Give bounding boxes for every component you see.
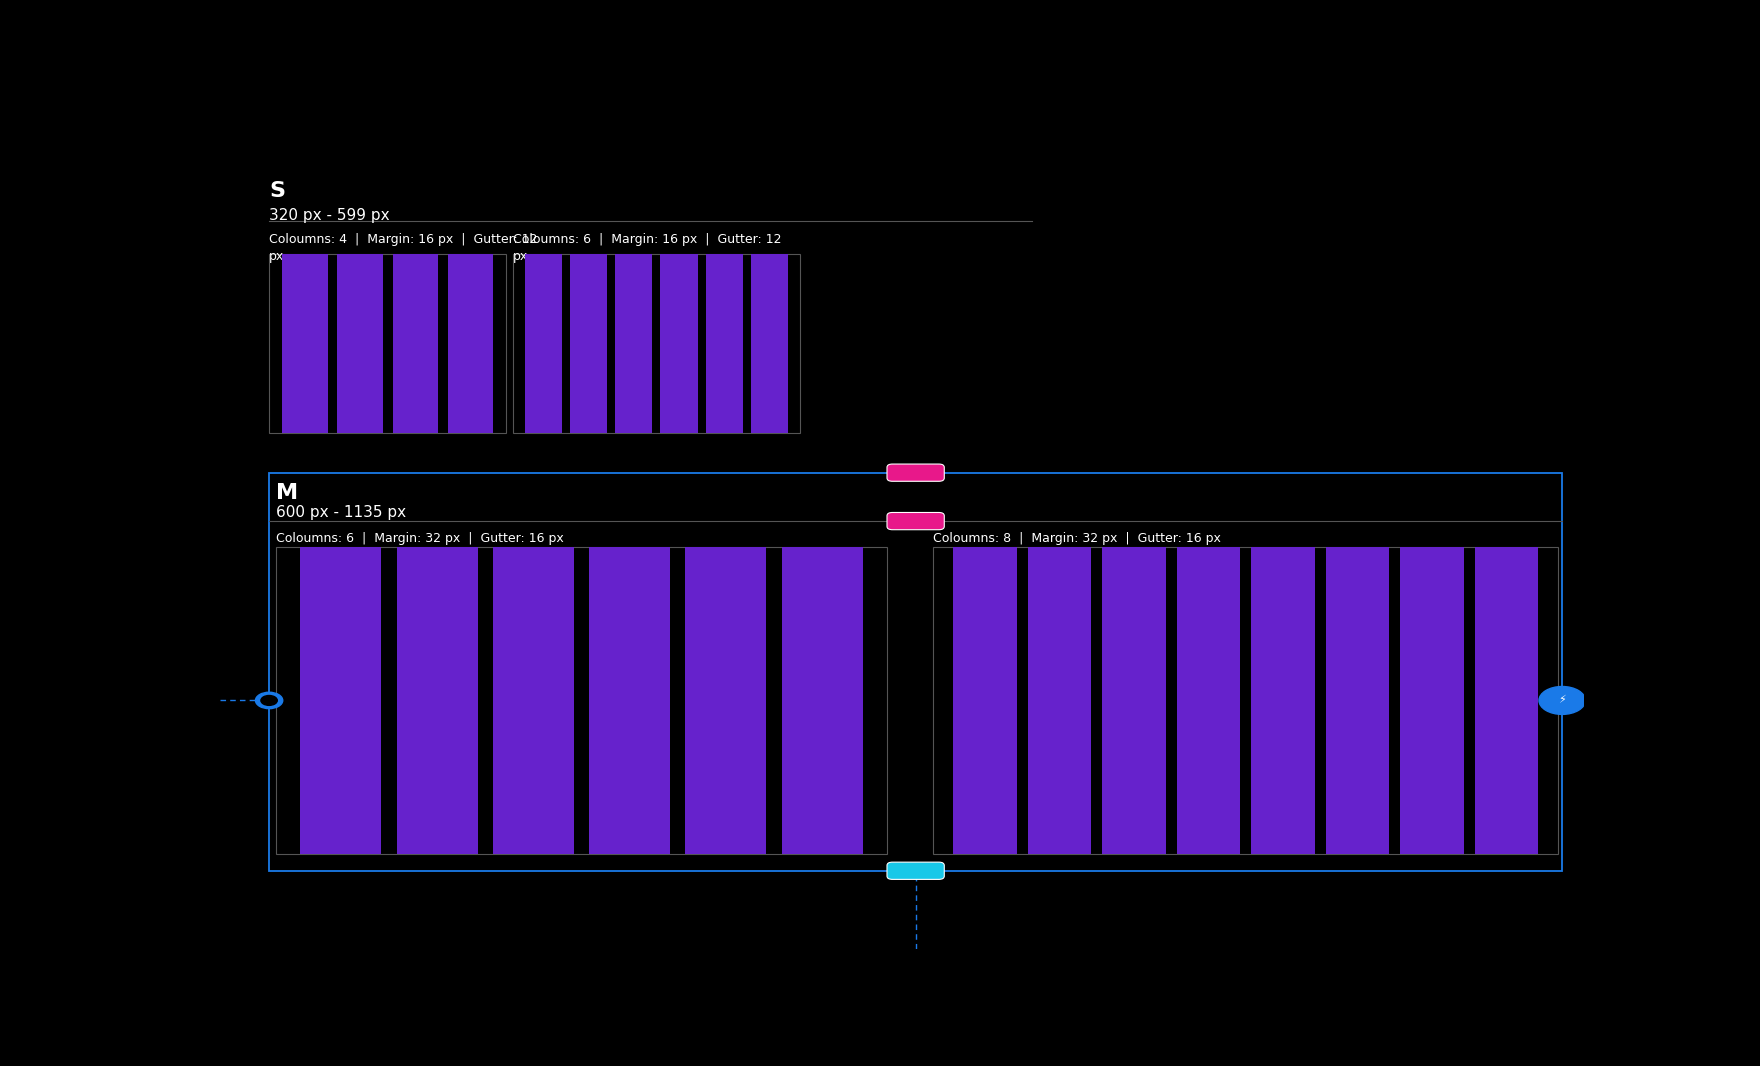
Bar	[493, 547, 574, 854]
Text: Coloumns: 4  |  Margin: 16 px  |  Gutter: 12
px: Coloumns: 4 | Margin: 16 px | Gutter: 12…	[269, 233, 537, 263]
Bar	[954, 547, 1017, 854]
Bar	[660, 255, 697, 433]
FancyBboxPatch shape	[887, 464, 945, 481]
Text: 600 px - 1135 px: 600 px - 1135 px	[276, 505, 407, 520]
FancyBboxPatch shape	[887, 68, 945, 84]
Bar	[269, 255, 507, 433]
Text: 320 px - 599 px: 320 px - 599 px	[269, 208, 389, 224]
Text: M: M	[276, 483, 297, 503]
Bar	[524, 255, 561, 433]
Circle shape	[255, 692, 283, 709]
Bar	[1401, 547, 1464, 854]
Circle shape	[260, 695, 278, 706]
Bar	[1475, 547, 1538, 854]
Bar	[392, 255, 438, 433]
Bar	[752, 255, 788, 433]
Bar	[447, 255, 493, 433]
Circle shape	[1538, 687, 1586, 714]
Text: Coloumns: 6  |  Margin: 32 px  |  Gutter: 16 px: Coloumns: 6 | Margin: 32 px | Gutter: 16…	[276, 532, 563, 545]
Bar	[1177, 547, 1241, 854]
Text: Coloumns: 6  |  Margin: 16 px  |  Gutter: 12
px: Coloumns: 6 | Margin: 16 px | Gutter: 12…	[514, 233, 781, 263]
Bar	[514, 255, 799, 433]
Bar	[282, 255, 327, 433]
Bar	[1251, 547, 1315, 854]
Bar	[706, 255, 743, 433]
Text: S: S	[269, 181, 285, 201]
Bar	[616, 255, 653, 433]
Bar	[338, 255, 384, 433]
Bar	[685, 547, 766, 854]
Bar	[276, 547, 887, 854]
Bar	[781, 547, 862, 854]
Bar	[301, 547, 382, 854]
FancyBboxPatch shape	[887, 513, 945, 530]
Text: ⚡: ⚡	[1558, 695, 1566, 706]
Bar	[1102, 547, 1165, 854]
Bar	[570, 255, 607, 433]
Bar	[396, 547, 477, 854]
FancyBboxPatch shape	[887, 862, 945, 879]
Bar	[590, 547, 671, 854]
Bar	[1028, 547, 1091, 854]
Bar	[269, 472, 1563, 871]
Bar	[1325, 547, 1389, 854]
Bar	[933, 547, 1558, 854]
Text: Coloumns: 8  |  Margin: 32 px  |  Gutter: 16 px: Coloumns: 8 | Margin: 32 px | Gutter: 16…	[933, 532, 1221, 545]
